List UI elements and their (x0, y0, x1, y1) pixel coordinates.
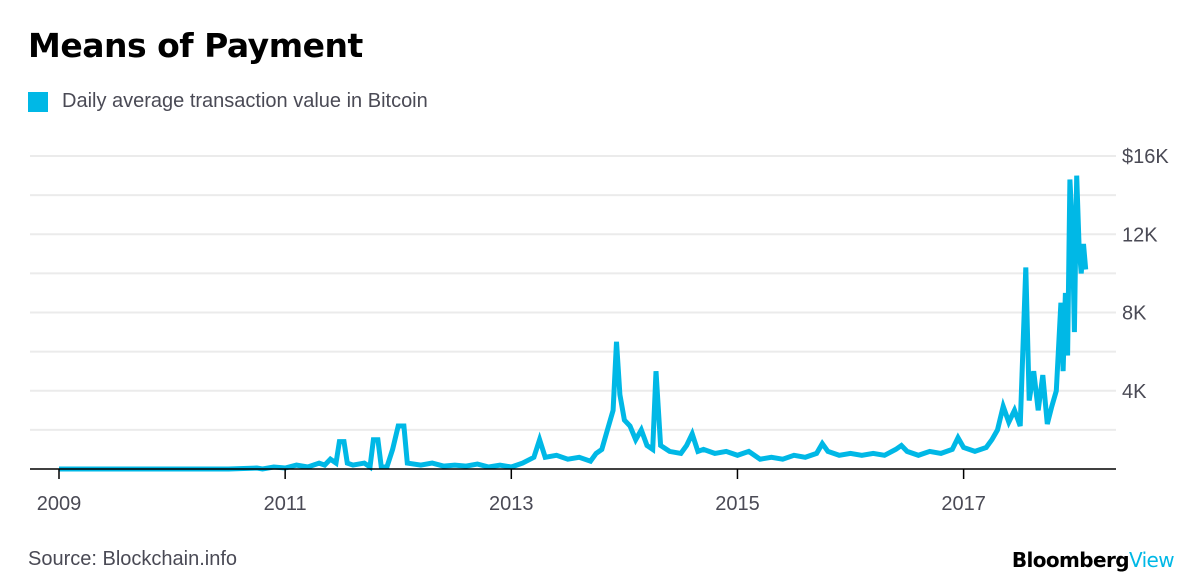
y-tick-label: 8K (1122, 303, 1147, 325)
brand-primary: Bloomberg (1011, 548, 1130, 572)
y-tick-label: 12K (1122, 224, 1158, 246)
series-line (59, 175, 1089, 472)
brand-logo: BloombergView (1011, 548, 1175, 572)
x-tick-label: 2011 (264, 493, 307, 515)
x-axis-labels: 2009 2011 2013 2015 2017 (37, 493, 986, 515)
x-tick-label: 2017 (941, 493, 986, 515)
y-tick-label: $16K (1122, 146, 1169, 168)
y-axis-labels: $16K 12K 8K 4K (1122, 146, 1169, 403)
x-tick-label: 2015 (715, 493, 760, 515)
x-tick-label: 2009 (37, 493, 82, 515)
x-axis (30, 468, 1116, 479)
gridlines (30, 155, 1116, 431)
chart-title: Means of Payment (28, 26, 363, 65)
source-note: Source: Blockchain.info (28, 548, 238, 570)
x-tick-label: 2013 (489, 493, 534, 515)
legend-swatch (28, 91, 48, 112)
legend-label: Daily average transaction value in Bitco… (62, 90, 428, 112)
legend: Daily average transaction value in Bitco… (28, 90, 428, 113)
series-layer (59, 175, 1089, 472)
y-tick-label: 4K (1122, 381, 1147, 403)
brand-secondary: View (1128, 548, 1175, 572)
